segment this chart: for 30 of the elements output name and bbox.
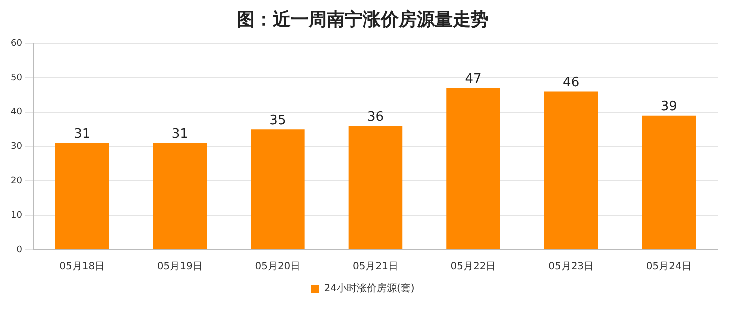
- bar: [348, 126, 403, 250]
- x-tick-label: 05月21日: [353, 262, 398, 273]
- y-tick-label: 20: [11, 176, 23, 187]
- bar: [153, 143, 208, 250]
- bar: [642, 116, 696, 250]
- data-label: 36: [367, 110, 384, 126]
- data-label: 46: [563, 76, 580, 91]
- y-tick-label: 50: [11, 73, 23, 84]
- bar: [251, 130, 305, 250]
- x-tick-label: 05月22日: [450, 262, 496, 273]
- bar: [55, 143, 110, 250]
- y-tick-label: 60: [11, 38, 23, 49]
- x-tick-label: 05月24日: [646, 262, 692, 273]
- data-label: 39: [660, 100, 678, 115]
- y-tick-label: 40: [11, 108, 23, 118]
- x-tick-label: 05月23日: [548, 262, 594, 273]
- y-tick-label: 10: [11, 210, 23, 221]
- data-label: 31: [172, 127, 188, 142]
- bar: [544, 92, 598, 250]
- x-tick-label: 05月18日: [60, 262, 106, 273]
- x-tick-label: 05月19日: [157, 262, 203, 273]
- chart-title: 图：近一周南宁涨价房源量走势: [237, 9, 489, 30]
- bar: [446, 88, 500, 250]
- data-label: 35: [270, 113, 286, 128]
- x-tick-label: 05月20日: [255, 262, 301, 273]
- data-label: 31: [74, 127, 91, 142]
- legend-label: 24小时涨价房源(套): [324, 282, 415, 295]
- y-tick-label: 30: [11, 142, 23, 152]
- y-tick-label: 0: [16, 245, 23, 256]
- data-label: 47: [465, 72, 482, 88]
